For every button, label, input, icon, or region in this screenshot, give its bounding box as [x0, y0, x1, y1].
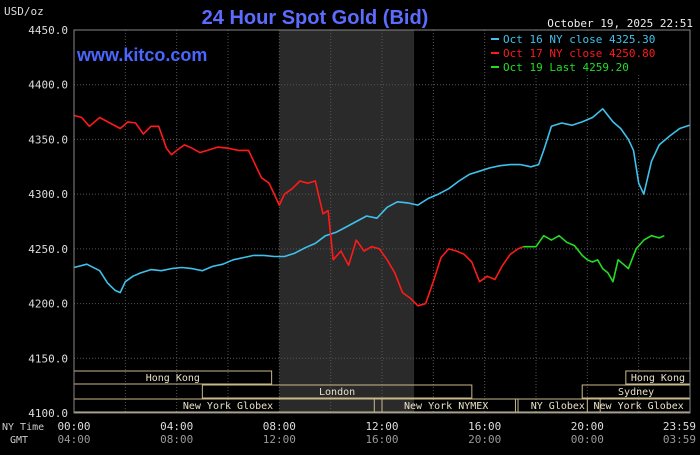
market-session-label: New York Globex	[594, 401, 684, 412]
series-line	[73, 108, 690, 294]
legend-background	[487, 31, 689, 73]
market-box-frame	[514, 398, 601, 413]
x-tick-label-gmt: 00:00	[571, 433, 604, 446]
y-tick-label: 4350.0	[28, 133, 68, 146]
x-tick-label-gmt: 04:00	[57, 433, 90, 446]
market-session-box: London	[201, 384, 473, 399]
x-axis-ticks: 00:0004:0004:0008:0008:0012:0012:0016:00…	[57, 420, 696, 446]
gmt-row-label: GMT	[10, 435, 28, 446]
x-tick-label-ny: 20:00	[571, 420, 604, 433]
market-session-box: NY Globex	[514, 398, 601, 413]
x-tick-label-ny: 23:59	[663, 420, 696, 433]
chart-timestamp: October 19, 2025 22:51	[547, 17, 693, 30]
market-session-label: NY Globex	[531, 401, 585, 412]
legend-entry: Oct 17 NY close 4250.80	[503, 47, 655, 60]
market-session-label: Hong Kong	[146, 373, 200, 384]
plot-border	[73, 29, 691, 414]
market-session-label: Hong Kong	[631, 373, 685, 384]
market-session-box: Hong Kong	[625, 370, 691, 385]
y-tick-label: 4100.0	[28, 407, 68, 420]
x-tick-label-ny: 04:00	[160, 420, 193, 433]
ny-time-row-label: NY Time	[2, 422, 44, 433]
x-tick-label-gmt: 12:00	[263, 433, 296, 446]
y-tick-label: 4200.0	[28, 298, 68, 311]
market-box-frame	[373, 398, 519, 413]
market-session-label: Sydney	[618, 387, 654, 398]
x-tick-label-gmt: 03:59	[663, 433, 696, 446]
y-tick-label: 4150.0	[28, 352, 68, 365]
y-tick-label: 4450.0	[28, 24, 68, 37]
market-session-label: New York NYMEX	[404, 401, 488, 412]
kitco-watermark: www.kitco.com	[76, 45, 207, 65]
x-tick-label-ny: 16:00	[468, 420, 501, 433]
grid-lines	[74, 29, 690, 414]
market-session-box: New York NYMEX	[373, 398, 519, 413]
price-series	[73, 108, 690, 307]
x-tick-label-ny: 00:00	[57, 420, 90, 433]
x-tick-label-gmt: 20:00	[468, 433, 501, 446]
y-tick-label: 4400.0	[28, 79, 68, 92]
series-line	[73, 114, 524, 307]
nymex-session-shading	[279, 30, 415, 413]
market-session-label: New York Globex	[183, 401, 273, 412]
x-tick-label-ny: 08:00	[263, 420, 296, 433]
market-session-box: New York Globex	[586, 398, 691, 413]
market-box-frame	[201, 384, 473, 399]
y-tick-label: 4300.0	[28, 188, 68, 201]
x-tick-label-ny: 12:00	[365, 420, 398, 433]
legend-entry: Oct 19 Last 4259.20	[503, 61, 629, 74]
y-tick-label: 4250.0	[28, 243, 68, 256]
x-tick-label-gmt: 16:00	[365, 433, 398, 446]
legend-entry: Oct 16 NY close 4325.30	[503, 33, 655, 46]
y-axis-unit-label: USD/oz	[4, 5, 44, 18]
market-session-label: London	[319, 387, 355, 398]
y-axis-ticks: 4450.0 4400.0 4350.0 4300.0 4250.0 4200.0 4150…	[28, 24, 68, 420]
x-tick-label-gmt: 08:00	[160, 433, 193, 446]
chart-title: 24 Hour Spot Gold (Bid)	[202, 7, 429, 29]
series-line	[523, 234, 665, 283]
